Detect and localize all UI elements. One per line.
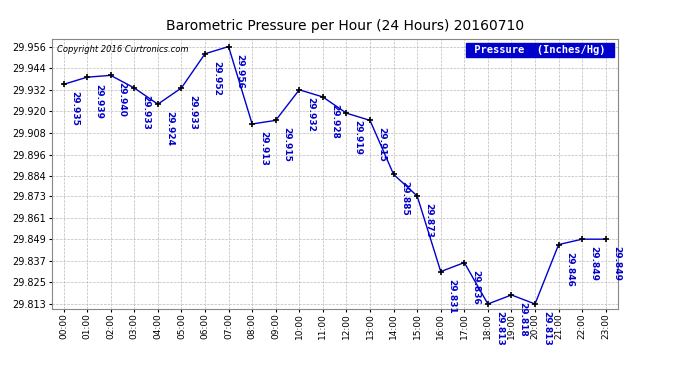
Text: 29.849: 29.849	[589, 246, 598, 281]
Text: Pressure  (Inches/Hg): Pressure (Inches/Hg)	[468, 45, 612, 55]
Text: 29.813: 29.813	[495, 311, 504, 346]
Text: 29.952: 29.952	[212, 61, 221, 96]
Text: Copyright 2016 Curtronics.com: Copyright 2016 Curtronics.com	[57, 45, 189, 54]
Text: 29.956: 29.956	[235, 54, 244, 88]
Text: 29.932: 29.932	[306, 97, 315, 132]
Text: 29.915: 29.915	[283, 128, 292, 162]
Text: 29.846: 29.846	[566, 252, 575, 286]
Text: 29.939: 29.939	[94, 84, 103, 119]
Text: 29.924: 29.924	[165, 111, 174, 146]
Text: 29.818: 29.818	[518, 302, 527, 337]
Text: 29.831: 29.831	[448, 279, 457, 313]
Text: 29.940: 29.940	[117, 82, 127, 117]
Text: 29.919: 29.919	[353, 120, 362, 155]
Text: 29.873: 29.873	[424, 203, 433, 238]
Text: 29.933: 29.933	[141, 95, 150, 130]
Text: 29.885: 29.885	[400, 182, 410, 216]
Text: 29.935: 29.935	[70, 92, 79, 126]
Text: 29.913: 29.913	[259, 131, 268, 166]
Text: Barometric Pressure per Hour (24 Hours) 20160710: Barometric Pressure per Hour (24 Hours) …	[166, 19, 524, 33]
Text: 29.813: 29.813	[542, 311, 551, 346]
Text: 29.836: 29.836	[471, 270, 480, 304]
Text: 29.915: 29.915	[377, 128, 386, 162]
Text: 29.933: 29.933	[188, 95, 197, 130]
Text: 29.849: 29.849	[613, 246, 622, 281]
Text: 29.928: 29.928	[330, 104, 339, 139]
